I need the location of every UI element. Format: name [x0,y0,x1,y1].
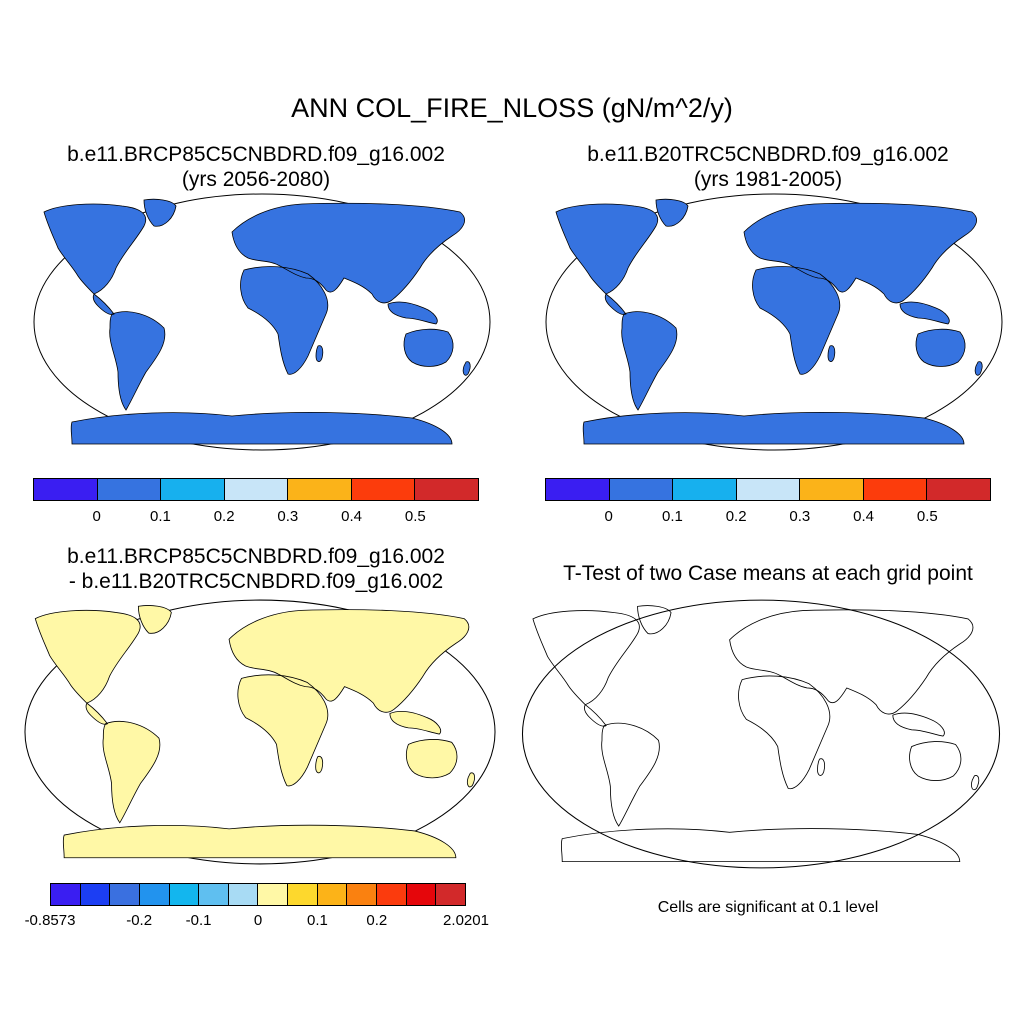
colorbar-difference-swatch-8 [288,884,318,905]
colorbar-historical-swatch-4 [800,479,864,500]
colorbar-future-swatch-0 [34,479,98,500]
colorbar-future-swatch-3 [224,479,289,500]
colorbar-difference [50,883,466,906]
colorbar-future-swatch-1 [97,479,162,500]
colorbar-future-swatch-6 [415,479,479,500]
colorbar-historical-tick-label: 0 [604,508,613,525]
colorbar-difference-swatch-13 [436,884,465,905]
colorbar-difference-swatch-12 [406,884,437,905]
colorbar-historical-swatch-2 [673,479,737,500]
colorbar-historical-swatch-6 [927,479,991,500]
colorbar-historical-swatch-0 [546,479,610,500]
map-difference [24,599,496,865]
colorbar-difference-swatch-1 [80,884,111,905]
colorbar-future [33,478,479,501]
colorbar-difference-swatch-11 [377,884,407,905]
colorbar-difference-swatch-2 [110,884,140,905]
panel-historical-case: b.e11.B20TRC5CNBDRD.f09_g16.002 [587,143,949,166]
map-ttest [521,599,1001,869]
colorbar-difference-swatch-10 [347,884,378,905]
panel-difference-title: b.e11.BRCP85C5CNBDRD.f09_g16.002 - b.e11… [0,544,512,594]
colorbar-difference-swatch-3 [139,884,170,905]
colorbar-difference-tick-label: 2.0201 [443,912,489,929]
map-future [33,193,491,451]
panel-difference-line2: - b.e11.B20TRC5CNBDRD.f09_g16.002 [68,570,444,593]
colorbar-difference-swatch-5 [199,884,229,905]
colorbar-difference-tick-label: 0.1 [306,912,328,929]
colorbar-difference-tick-label: 0.2 [366,912,388,929]
colorbar-historical-swatch-3 [736,479,801,500]
colorbar-difference-swatch-0 [51,884,81,905]
colorbar-future-tick-label: 0.1 [149,508,171,525]
colorbar-historical [545,478,991,501]
colorbar-historical-swatch-1 [609,479,674,500]
panel-historical-years: (yrs 1981-2005) [693,168,843,191]
panel-historical-title: b.e11.B20TRC5CNBDRD.f09_g16.002 (yrs 198… [512,142,1024,192]
map-historical [545,193,1003,451]
colorbar-difference-swatch-4 [169,884,200,905]
colorbar-historical-swatch-5 [863,479,928,500]
colorbar-future-tick-label: 0.3 [277,508,299,525]
colorbar-historical-tick-label: 0.5 [916,508,938,525]
colorbar-future-tick-label: 0.4 [341,508,362,525]
panel-future-years: (yrs 2056-2080) [181,168,331,191]
colorbar-difference-swatch-6 [228,884,259,905]
colorbar-historical-tick-label: 0.1 [661,508,683,525]
panel-future-title: b.e11.BRCP85C5CNBDRD.f09_g16.002 (yrs 20… [0,142,512,192]
colorbar-difference-swatch-7 [258,884,289,905]
panel-ttest-title: T-Test of two Case means at each grid po… [563,562,973,585]
panel-difference-line1: b.e11.BRCP85C5CNBDRD.f09_g16.002 [67,545,445,568]
colorbar-future-swatch-5 [351,479,416,500]
colorbar-historical-tick-label: 0.4 [853,508,874,525]
main-title: ANN COL_FIRE_NLOSS (gN/m^2/y) [291,93,733,123]
colorbar-historical-tick-label: 0.2 [725,508,747,525]
significance-note: Cells are significant at 0.1 level [657,899,879,916]
colorbar-difference-swatch-9 [317,884,348,905]
colorbar-future-tick-label: 0 [92,508,101,525]
colorbar-historical-tick-label: 0.3 [789,508,811,525]
colorbar-difference-tick-label: 0 [253,912,263,929]
colorbar-difference-tick-label: -0.8573 [24,912,76,929]
colorbar-future-swatch-4 [288,479,352,500]
colorbar-future-tick-label: 0.2 [213,508,235,525]
colorbar-future-swatch-2 [161,479,225,500]
colorbar-difference-tick-label: -0.1 [185,912,212,929]
colorbar-difference-tick-label: -0.2 [126,912,153,929]
panel-future-case: b.e11.BRCP85C5CNBDRD.f09_g16.002 [67,143,445,166]
colorbar-future-tick-label: 0.5 [404,508,426,525]
